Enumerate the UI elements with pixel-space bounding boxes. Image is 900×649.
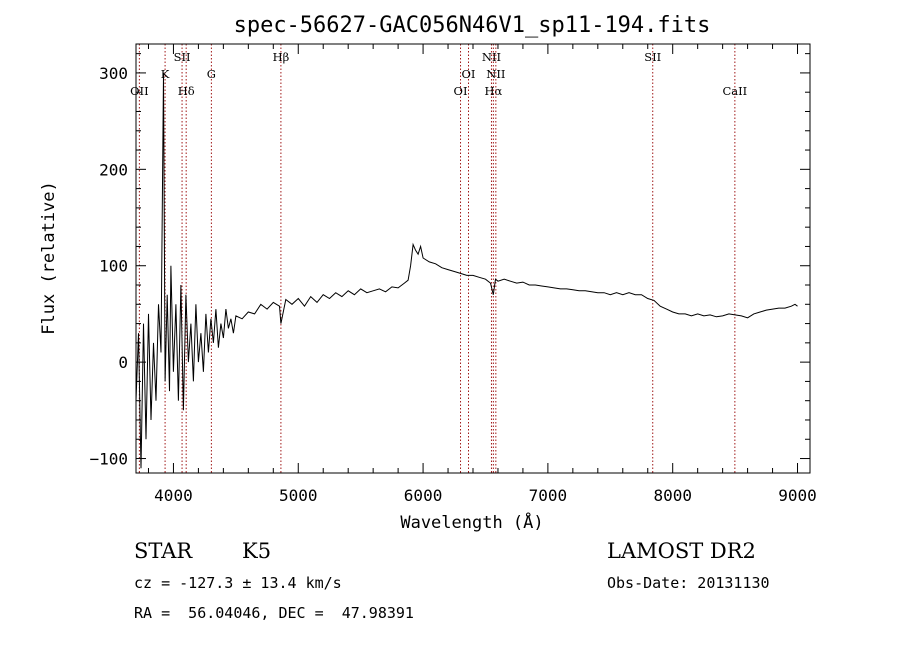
y-tick-label: 0 [118, 353, 128, 372]
x-tick-label: 7000 [529, 486, 568, 505]
y-tick-label: 300 [99, 64, 128, 83]
x-tick-label: 9000 [778, 486, 817, 505]
line-label-5: Hβ [273, 50, 290, 64]
x-tick-label: 6000 [404, 486, 443, 505]
object-subclass: K5 [242, 539, 272, 563]
line-label-4: G [207, 67, 216, 81]
line-label-8: NII [482, 50, 501, 64]
emission-line-markers: OII K SII Hδ G Hβ OI OI NII Hα NII SII CaII [130, 44, 747, 473]
x-tick-label: 4000 [154, 486, 193, 505]
x-axis-label: Wavelength (Å) [400, 511, 543, 533]
object-class: STAR [134, 539, 193, 563]
sky-coordinates: RA = 56.04046, DEC = 47.98391 [134, 604, 414, 622]
x-tick-label: 5000 [279, 486, 318, 505]
redshift-value: cz = -127.3 ± 13.4 km/s [134, 574, 342, 592]
line-label-1: K [161, 67, 170, 81]
x-axis-ticks: 4000 5000 6000 7000 8000 9000 [147, 44, 817, 505]
spectrum-series [135, 72, 798, 469]
line-label-10: NII [486, 67, 505, 81]
y-axis-label: Flux (relative) [39, 181, 59, 335]
line-label-6: OI [454, 84, 468, 98]
chart-title: spec-56627-GAC056N46V1_sp11-194.fits [234, 13, 711, 38]
x-tick-label: 8000 [653, 486, 692, 505]
observation-date: Obs-Date: 20131130 [607, 574, 770, 592]
line-label-7: OI [462, 67, 476, 81]
line-label-3: Hδ [178, 84, 195, 98]
y-tick-label: 100 [99, 257, 128, 276]
plot-frame [135, 43, 811, 474]
line-label-9: Hα [484, 84, 502, 98]
line-label-11: SII [644, 50, 661, 64]
y-axis-ticks: −100 0 100 200 300 [89, 53, 810, 469]
line-label-12: CaII [722, 84, 747, 98]
line-label-0: OII [130, 84, 149, 98]
y-tick-label: 200 [99, 160, 128, 179]
line-label-2: SII [174, 50, 191, 64]
survey-name: LAMOST DR2 [607, 539, 756, 563]
y-tick-label: −100 [89, 450, 128, 469]
